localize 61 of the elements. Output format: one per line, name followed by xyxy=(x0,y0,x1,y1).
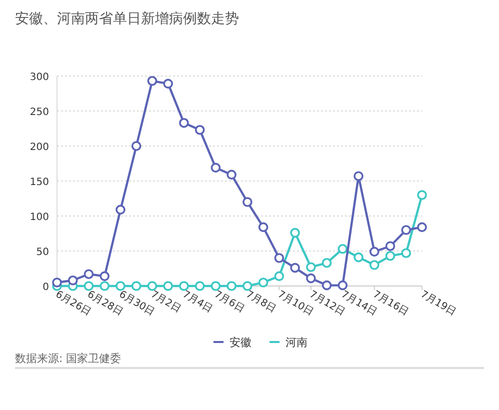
legend-label: 安徽 xyxy=(230,336,252,349)
point xyxy=(274,253,284,263)
point xyxy=(194,125,205,135)
point xyxy=(385,241,396,251)
point xyxy=(52,278,62,288)
point xyxy=(147,281,158,291)
point xyxy=(306,262,316,272)
point xyxy=(290,262,300,273)
y-tick-label: 200 xyxy=(30,142,49,153)
point xyxy=(322,280,332,290)
x-tick-label: 7月19日 xyxy=(418,289,458,318)
point xyxy=(417,222,427,232)
point xyxy=(369,260,380,270)
point xyxy=(401,248,412,258)
point xyxy=(385,251,396,261)
point xyxy=(179,118,189,128)
point xyxy=(147,76,158,86)
point xyxy=(116,281,126,291)
point xyxy=(194,281,205,291)
point xyxy=(100,281,110,291)
x-tick-label: 7月8日 xyxy=(244,289,278,315)
y-tick-label: 0 xyxy=(42,282,49,293)
chart-title: 安徽、河南两省单日新增病例数走势 xyxy=(15,11,239,27)
x-tick-label: 7月4日 xyxy=(180,289,214,315)
point xyxy=(242,197,252,207)
y-tick-label: 250 xyxy=(30,107,49,118)
legend-label: 河南 xyxy=(286,336,308,349)
point xyxy=(306,273,316,284)
point xyxy=(131,281,142,291)
point xyxy=(210,281,221,291)
x-tick-label: 7月6日 xyxy=(212,289,246,315)
source-note: 数据来源: 国家卫健委 xyxy=(15,352,122,365)
point xyxy=(417,190,427,200)
point xyxy=(116,204,126,215)
point xyxy=(210,162,221,173)
point xyxy=(84,281,94,291)
point xyxy=(68,276,78,286)
point xyxy=(226,281,236,291)
point xyxy=(369,246,380,257)
point xyxy=(131,141,142,151)
point xyxy=(84,269,94,279)
point xyxy=(163,281,173,291)
point xyxy=(258,222,268,232)
point xyxy=(163,78,173,89)
point xyxy=(354,252,364,262)
point xyxy=(401,225,412,235)
point xyxy=(179,281,189,291)
point xyxy=(338,280,348,290)
point xyxy=(100,271,110,282)
point xyxy=(290,228,300,238)
point xyxy=(338,244,348,254)
y-tick-label: 100 xyxy=(30,212,49,223)
y-tick-label: 150 xyxy=(30,177,49,188)
y-tick-label: 300 xyxy=(30,72,49,83)
y-tick-label: 50 xyxy=(36,247,49,258)
point xyxy=(322,258,332,268)
point xyxy=(354,171,364,181)
point xyxy=(226,170,236,180)
point xyxy=(242,281,252,291)
point xyxy=(274,271,284,282)
point xyxy=(258,278,268,288)
